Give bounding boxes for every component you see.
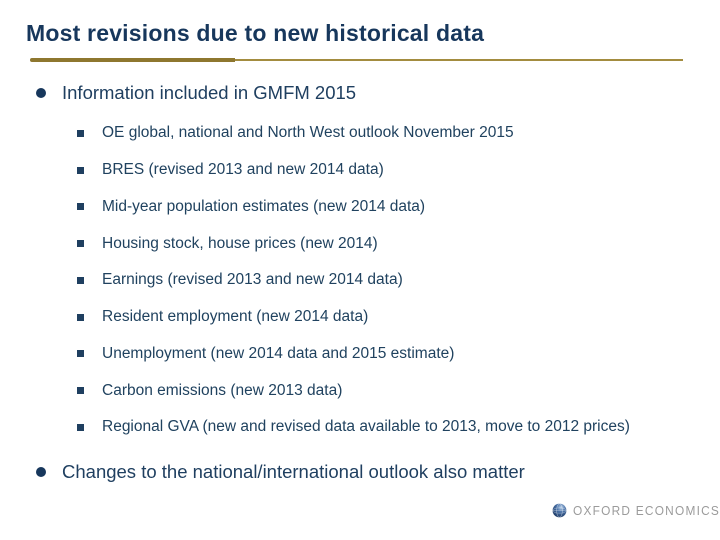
bullet-label: Information included in GMFM 2015 [62,82,357,103]
square-bullet-icon [77,387,84,395]
list-item-label: BRES (revised 2013 and new 2014 data) [102,161,384,179]
list-item-label: Housing stock, house prices (new 2014) [102,234,378,252]
divider-thick-segment [30,58,235,62]
round-bullet-icon [36,467,46,477]
list-item: Earnings (revised 2013 and new 2014 data… [77,262,630,299]
slide-title: Most revisions due to new historical dat… [26,20,485,46]
square-bullet-icon [77,423,84,431]
list-item-label: Unemployment (new 2014 data and 2015 est… [102,344,455,362]
title-divider [30,58,683,63]
oxford-economics-logo: OXFORD ECONOMICS [552,503,720,518]
square-bullet-icon [77,350,84,358]
list-item: Carbon emissions (new 2013 data) [77,372,630,409]
globe-icon [552,503,567,518]
bullet-information-gmfm: Information included in GMFM 2015 [36,82,356,104]
square-bullet-icon [77,203,84,211]
list-item: Regional GVA (new and revised data avail… [77,409,630,446]
list-item: Mid-year population estimates (new 2014 … [77,189,630,226]
bullet-label: Changes to the national/international ou… [62,461,525,482]
square-bullet-icon [77,129,84,137]
brand-name: OXFORD ECONOMICS [573,503,720,518]
list-item-label: Regional GVA (new and revised data avail… [102,418,630,436]
list-item-label: Earnings (revised 2013 and new 2014 data… [102,271,403,289]
list-item-label: Carbon emissions (new 2013 data) [102,381,343,399]
square-bullet-icon [77,166,84,174]
gmfm-sub-item-list: OE global, national and North West outlo… [77,115,630,446]
round-bullet-icon [36,88,46,98]
square-bullet-icon [77,276,84,284]
list-item-label: OE global, national and North West outlo… [102,124,514,142]
list-item: OE global, national and North West outlo… [77,115,630,152]
divider-thin-segment [235,59,683,61]
list-item: Resident employment (new 2014 data) [77,299,630,336]
list-item-label: Resident employment (new 2014 data) [102,308,369,326]
list-item: Unemployment (new 2014 data and 2015 est… [77,336,630,373]
square-bullet-icon [77,240,84,248]
list-item-label: Mid-year population estimates (new 2014 … [102,197,426,215]
list-item: Housing stock, house prices (new 2014) [77,225,630,262]
bullet-outlook-changes: Changes to the national/international ou… [36,461,525,483]
square-bullet-icon [77,313,84,321]
list-item: BRES (revised 2013 and new 2014 data) [77,152,630,189]
